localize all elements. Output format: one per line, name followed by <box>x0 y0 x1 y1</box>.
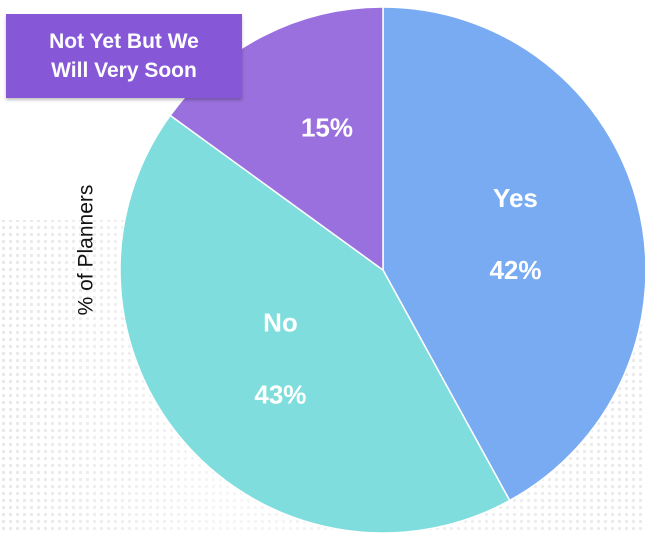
slice-value-label: 15% <box>301 113 353 143</box>
slice-name-label: No <box>263 307 298 337</box>
slice-name-label: Yes <box>493 183 538 213</box>
y-axis-label: % of Planners <box>75 185 98 316</box>
callout-line-1: Not Yet But We <box>49 30 199 53</box>
callout-line-2: Will Very Soon <box>51 59 197 82</box>
callout-box: Not Yet But We Will Very Soon <box>6 14 242 98</box>
slice-value-label: 43% <box>254 379 306 409</box>
pie-labels: Yes 42% No 43% 15% <box>254 113 541 410</box>
slice-value-label: 42% <box>489 255 541 285</box>
pie-slice-yes <box>382 6 645 502</box>
pie-slice-no <box>119 114 511 533</box>
